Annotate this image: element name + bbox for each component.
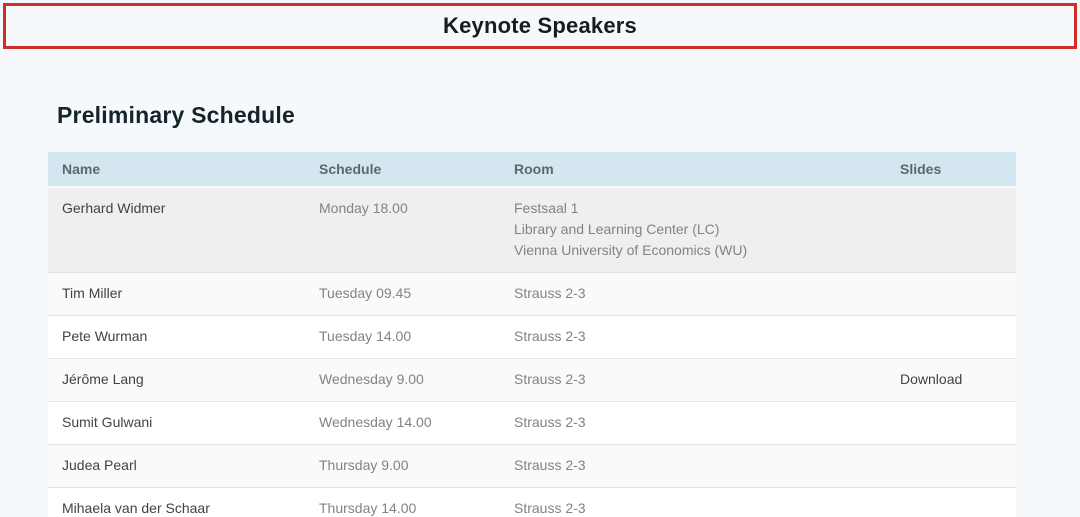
speaker-schedule: Thursday 9.00 (319, 457, 409, 473)
speaker-room: Strauss 2-3 (500, 359, 886, 402)
speaker-slides (886, 402, 1016, 445)
speaker-room: Strauss 2-3 (500, 402, 886, 445)
table-row: Sumit Gulwani Wednesday 14.00 Strauss 2-3 (48, 401, 1016, 445)
column-header-slides: Slides (886, 152, 1016, 188)
speaker-name: Jérôme Lang (62, 371, 144, 387)
speaker-slides: Download (886, 359, 1016, 402)
speaker-room: Festsaal 1 Library and Learning Center (L… (500, 187, 886, 273)
room-line: Library and Learning Center (LC) (514, 221, 720, 237)
speaker-name: Pete Wurman (62, 328, 148, 344)
column-header-schedule: Schedule (305, 152, 500, 188)
table-row: Jérôme Lang Wednesday 9.00 Strauss 2-3 Down… (48, 358, 1016, 402)
speaker-name: Mihaela van der Schaar (62, 500, 210, 516)
speaker-schedule: Tuesday 09.45 (319, 285, 412, 301)
schedule-table: Name Schedule Room Slides Gerhard Widmer Mon… (48, 152, 1016, 517)
room-line: Strauss 2-3 (514, 328, 586, 344)
speaker-slides (886, 488, 1016, 517)
speaker-name: Gerhard Widmer (62, 200, 166, 216)
speaker-slides (886, 445, 1016, 488)
table-header-row: Name Schedule Room Slides (48, 152, 1016, 188)
schedule-table-container: Name Schedule Room Slides Gerhard Widmer Mon… (48, 152, 1016, 517)
speaker-room: Strauss 2-3 (500, 316, 886, 359)
banner-title: Keynote Speakers (443, 13, 637, 38)
section-title: Preliminary Schedule (57, 102, 295, 128)
room-line: Vienna University of Economics (WU) (514, 242, 748, 258)
table-row: Judea Pearl Thursday 9.00 Strauss 2-3 (48, 444, 1016, 488)
speaker-slides (886, 187, 1016, 273)
speaker-name: Judea Pearl (62, 457, 137, 473)
speaker-schedule: Monday 18.00 (319, 200, 408, 216)
speaker-schedule: Thursday 14.00 (319, 500, 417, 516)
speaker-slides (886, 273, 1016, 316)
table-row: Tim Miller Tuesday 09.45 Strauss 2-3 (48, 272, 1016, 316)
table-row: Mihaela van der Schaar Thursday 14.00 Stra… (48, 487, 1016, 517)
speaker-room: Strauss 2-3 (500, 488, 886, 517)
column-header-room: Room (500, 152, 886, 188)
speaker-schedule: Wednesday 14.00 (319, 414, 432, 430)
room-line: Strauss 2-3 (514, 285, 586, 301)
speaker-schedule: Tuesday 14.00 (319, 328, 412, 344)
speaker-room: Strauss 2-3 (500, 445, 886, 488)
room-line: Strauss 2-3 (514, 414, 586, 430)
table-row: Gerhard Widmer Monday 18.00 Festsaal 1 Libr… (48, 187, 1016, 273)
table-row: Pete Wurman Tuesday 14.00 Strauss 2-3 (48, 315, 1016, 359)
room-line: Strauss 2-3 (514, 500, 586, 516)
speaker-slides (886, 316, 1016, 359)
room-line: Festsaal 1 (514, 200, 579, 216)
download-link[interactable]: Download (900, 371, 963, 387)
speaker-name: Sumit Gulwani (62, 414, 153, 430)
speaker-name: Tim Miller (62, 285, 123, 301)
keynote-speakers-banner: Keynote Speakers (3, 3, 1077, 49)
room-line: Strauss 2-3 (514, 371, 586, 387)
column-header-name: Name (48, 152, 305, 188)
speaker-schedule: Wednesday 9.00 (319, 371, 424, 387)
speaker-room: Strauss 2-3 (500, 273, 886, 316)
schedule-table-body: Gerhard Widmer Monday 18.00 Festsaal 1 Libr… (48, 187, 1016, 517)
room-line: Strauss 2-3 (514, 457, 586, 473)
